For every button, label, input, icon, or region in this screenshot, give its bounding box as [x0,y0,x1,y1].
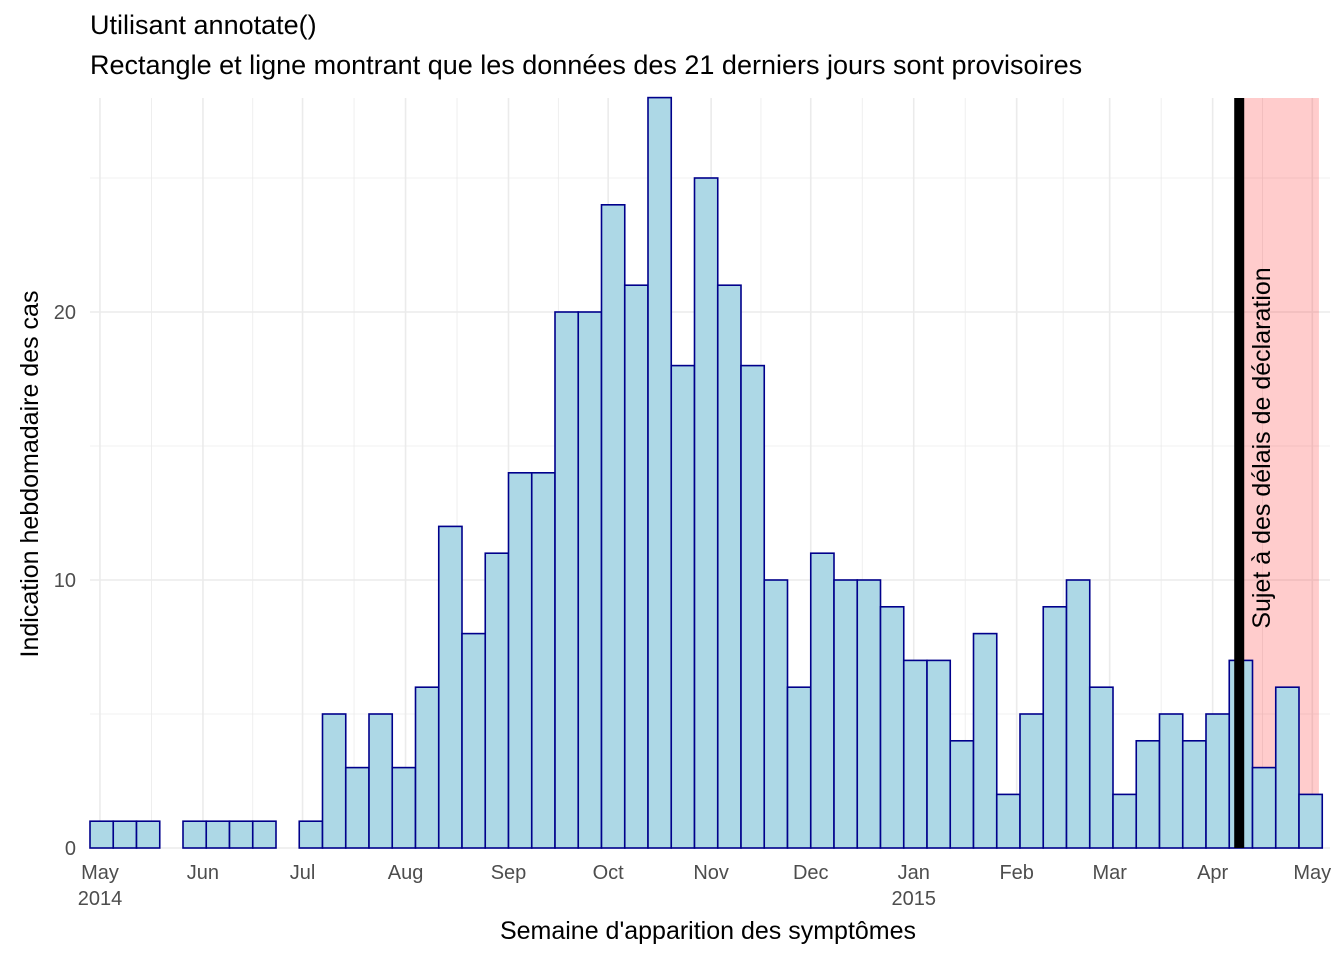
bar [926,659,952,849]
x-tick-label: Jan [898,862,930,884]
bar [89,820,115,849]
bar [740,364,766,849]
bar [623,284,649,849]
chart-subtitle: Rectangle et ligne montrant que les donn… [90,50,1083,80]
bar [461,632,487,849]
bar [112,820,138,849]
bar [670,364,696,849]
bar [507,471,533,849]
bar [1112,793,1138,849]
bar [647,96,673,849]
bar [1065,579,1091,849]
bar [949,739,975,849]
x-tick-label: May [81,862,119,884]
bar [856,579,882,849]
x-tick-sublabel: 2014 [78,888,123,910]
bar [1298,793,1324,849]
x-tick-label: Jun [187,862,219,884]
x-tick-label: Jul [290,862,316,884]
chart-title: Utilisant annotate() [90,10,317,40]
y-axis-label: Indication hebdomadaire des cas [16,291,44,658]
bar [833,579,859,849]
bar [437,525,463,849]
bar [1181,739,1207,849]
x-tick-label: Aug [388,862,424,884]
bar [1019,713,1045,849]
x-tick-sublabel: 2015 [891,888,936,910]
reporting-delay-annotation: Sujet à des délais de déclaration [1248,267,1276,628]
y-axis-ticks: 0 10 20 [54,302,76,860]
bar [182,820,208,849]
bar [368,713,394,849]
bar [530,471,556,849]
bar [1251,766,1277,849]
bar [1042,605,1068,849]
x-tick-label: Dec [793,862,829,884]
bar [763,579,789,849]
bar [716,284,742,849]
y-tick-label: 0 [65,838,76,860]
bar [391,766,417,849]
x-tick-label: Sep [491,862,527,884]
bar [809,552,835,849]
x-tick-label: Nov [693,862,729,884]
x-tick-label: Feb [999,862,1033,884]
x-tick-label: Oct [593,862,625,884]
x-axis-ticks: May 2014 Jun Jul Aug Sep Oct Nov Dec Jan 2015 Feb Ma… [78,862,1331,910]
y-tick-label: 20 [54,302,76,324]
bar [135,820,161,849]
x-axis-label: Semaine d'apparition des symptômes [500,917,916,945]
bar [972,632,998,849]
x-tick-label: May [1293,862,1331,884]
bar [1135,739,1161,849]
bar [1088,686,1114,849]
bar [1274,686,1300,849]
bar [484,552,510,849]
bar [600,204,626,849]
bar [879,605,905,849]
bar [1158,713,1184,849]
x-tick-label: Apr [1197,862,1228,884]
bar [251,820,277,849]
bar [321,713,347,849]
bar [298,820,324,849]
bar [205,820,231,849]
bar [693,177,719,849]
bar [554,311,580,849]
bar [344,766,370,849]
bar [1205,713,1231,849]
x-tick-label: Mar [1092,862,1127,884]
bar [786,686,812,849]
bar [228,820,254,849]
bar [577,311,603,849]
bar [902,659,928,849]
y-tick-label: 10 [54,570,76,592]
bars [89,96,1324,849]
bar [414,686,440,849]
bar [995,793,1021,849]
